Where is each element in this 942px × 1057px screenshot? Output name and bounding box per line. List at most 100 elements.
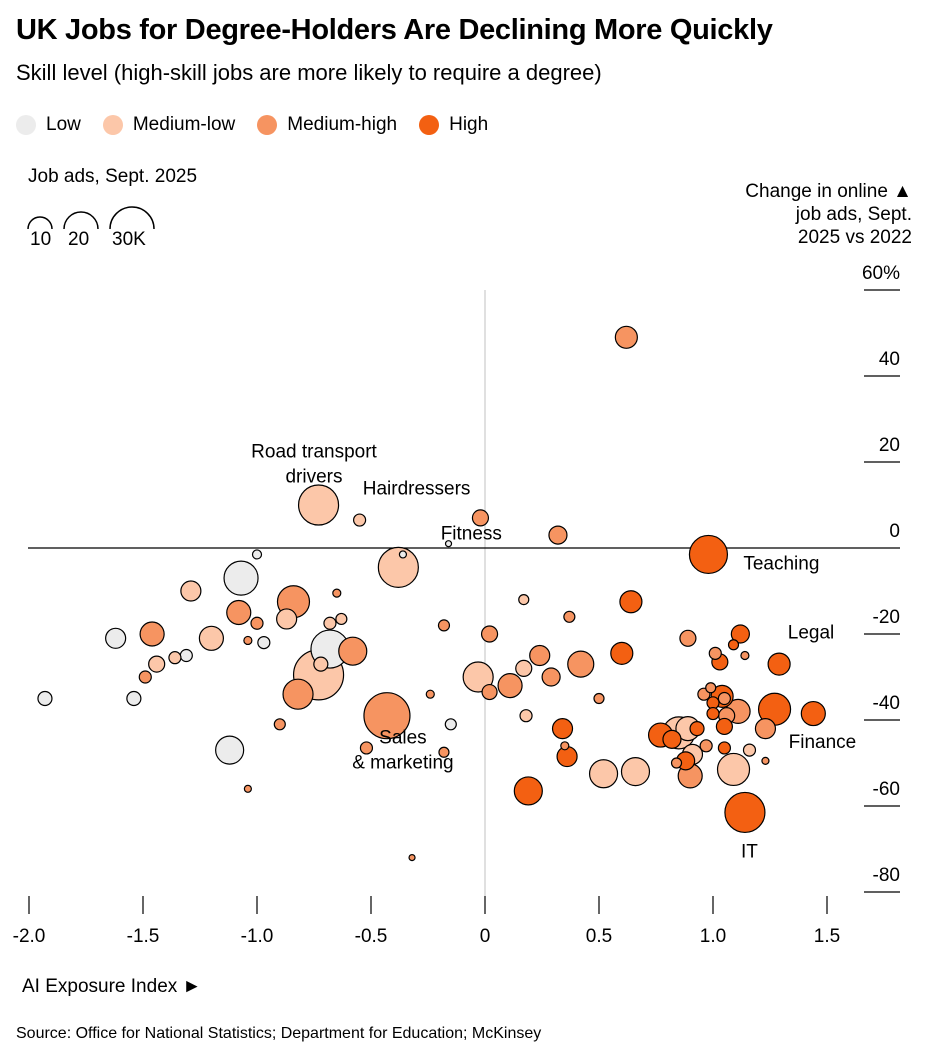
point-high xyxy=(619,590,643,614)
point-high xyxy=(610,641,634,665)
point-medium-high xyxy=(614,325,638,349)
y-axis-title-line3: 2025 vs 2022 xyxy=(797,227,912,248)
point-medium-high xyxy=(560,741,570,751)
point-high xyxy=(767,652,791,676)
point-low xyxy=(179,648,193,663)
points-layer xyxy=(37,325,826,862)
y-axis-title-line1: Change in online ▲ xyxy=(745,181,912,202)
point-medium-low xyxy=(198,625,224,651)
point-low xyxy=(251,549,263,560)
point-medium-low xyxy=(168,651,182,665)
legend-item-high: High xyxy=(419,114,488,136)
size-label-10: 10 xyxy=(30,229,52,250)
point-high xyxy=(715,717,734,736)
annotation-legal: Legal xyxy=(788,622,835,643)
legend-item-medium-low: Medium-low xyxy=(102,114,236,136)
point-medium-high xyxy=(541,667,561,687)
point-medium-high xyxy=(138,670,152,684)
size-arc-30 xyxy=(109,206,155,230)
point-medium-high xyxy=(548,525,568,545)
point-medium-high xyxy=(754,717,777,740)
size-arc-20 xyxy=(63,211,99,230)
point-medium-low xyxy=(148,655,166,673)
point-medium-high xyxy=(529,644,551,667)
point-high xyxy=(724,791,766,834)
y-tick-label: -60 xyxy=(873,779,900,800)
point-medium-high xyxy=(250,616,264,630)
size-legend-title: Job ads, Sept. 2025 xyxy=(28,166,198,187)
x-tick-label: 1.0 xyxy=(700,926,726,947)
legend-swatch-medium-high xyxy=(257,115,278,135)
legend-swatch-medium-low xyxy=(102,115,123,135)
point-medium-high xyxy=(740,650,750,661)
y-axis-title-line2: job ads, Sept. xyxy=(795,204,912,225)
y-tick-label: -80 xyxy=(873,865,900,886)
chart-title: UK Jobs for Degree-Holders Are Declining… xyxy=(16,14,773,46)
point-medium-high xyxy=(338,636,368,666)
point-medium-high xyxy=(243,784,252,793)
point-medium-low xyxy=(297,484,340,526)
point-medium-low xyxy=(620,756,651,787)
point-medium-high xyxy=(408,853,416,862)
point-medium-high xyxy=(243,635,253,646)
annotation-it: IT xyxy=(741,842,758,863)
point-medium-high xyxy=(593,692,605,705)
point-medium-high xyxy=(699,739,713,753)
legend-label-medium-high: Medium-high xyxy=(287,114,398,135)
legend-swatch-low xyxy=(16,115,36,135)
x-tick-label: 0.5 xyxy=(586,926,612,947)
annotation-road-transport-drivers: Road transport drivers xyxy=(251,442,377,488)
x-tick-label: -0.5 xyxy=(355,926,388,947)
point-high xyxy=(730,624,750,644)
legend-label-medium-low: Medium-low xyxy=(132,114,236,135)
point-low xyxy=(105,627,127,649)
size-legend-arcs xyxy=(27,206,155,230)
y-tick-label: -20 xyxy=(873,607,900,628)
x-tick-label: -2.0 xyxy=(13,926,46,947)
point-medium-high xyxy=(363,692,411,740)
point-high xyxy=(717,741,732,755)
x-tick-label: -1.0 xyxy=(241,926,274,947)
point-medium-high xyxy=(497,672,523,699)
source-note: Source: Office for National Statistics; … xyxy=(16,1025,542,1042)
point-medium-high xyxy=(563,610,576,623)
y-tick-label: 20 xyxy=(879,435,900,456)
point-high xyxy=(800,700,826,727)
point-low xyxy=(444,540,453,548)
point-high xyxy=(662,729,682,749)
point-medium-high xyxy=(332,588,342,598)
point-medium-low xyxy=(313,656,329,672)
point-medium-high xyxy=(708,646,722,660)
annotation-teaching: Teaching xyxy=(743,554,819,575)
point-medium-high xyxy=(761,756,770,765)
point-low xyxy=(398,550,408,559)
point-high xyxy=(706,706,720,721)
point-low xyxy=(257,635,271,650)
point-medium-high xyxy=(670,757,683,769)
point-medium-high xyxy=(480,625,499,643)
legend-item-low: Low xyxy=(16,114,81,136)
legend-swatch-high xyxy=(419,115,440,135)
point-medium-high xyxy=(567,650,595,678)
point-medium-low xyxy=(716,752,751,787)
size-arc-10 xyxy=(27,216,53,230)
point-medium-high xyxy=(139,621,165,647)
chart-subtitle: Skill level (high-skill jobs are more li… xyxy=(16,60,602,85)
y-tick-label: 40 xyxy=(879,349,900,370)
x-tick-label: 0 xyxy=(480,926,491,947)
point-medium-high xyxy=(437,619,451,632)
point-medium-low xyxy=(519,709,533,723)
point-low xyxy=(126,690,142,707)
legend-label-low: Low xyxy=(46,114,81,135)
x-tick-label: 1.5 xyxy=(814,926,840,947)
point-low xyxy=(444,718,457,731)
point-medium-high xyxy=(481,683,498,701)
point-medium-low xyxy=(462,661,494,693)
point-high xyxy=(689,720,705,737)
point-medium-high xyxy=(359,741,374,755)
point-medium-high xyxy=(679,629,697,647)
size-label-20: 20 xyxy=(68,229,90,250)
point-medium-low xyxy=(180,580,202,602)
